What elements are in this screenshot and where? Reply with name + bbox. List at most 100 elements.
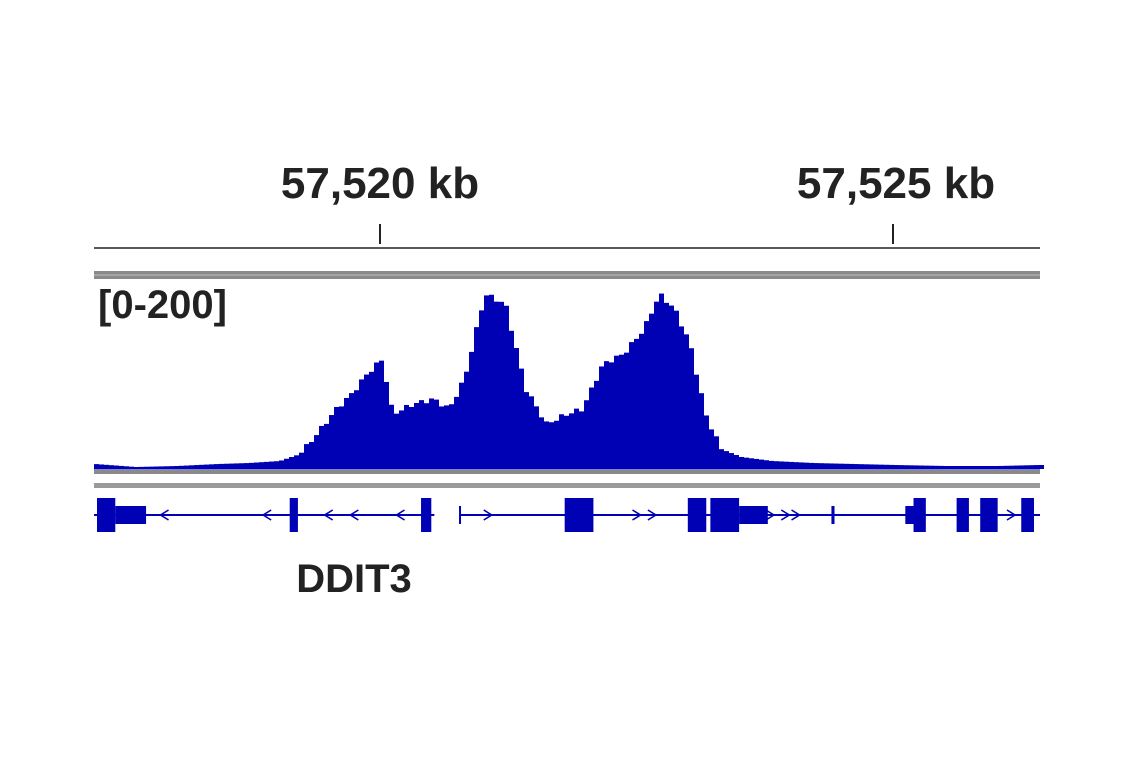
coverage-bar [499,301,504,469]
coverage-bar [424,403,429,469]
coverage-bar [299,452,304,469]
coverage-bar [794,462,799,469]
coverage-bar [509,330,514,469]
coverage-bar [744,457,749,469]
coverage-bar [859,464,864,469]
coverage-bar [444,405,449,469]
coverage-bar [544,421,549,469]
coverage-bar [769,460,774,469]
coverage-track [94,293,1044,470]
coverage-bar [389,404,394,469]
coverage-bar [684,334,689,469]
coverage-bar [439,406,444,469]
coverage-bar [554,420,559,469]
strand-arrow-right-icon [1006,509,1017,521]
coverage-bar [449,404,454,469]
coverage-bar [474,327,479,469]
gene-track [94,498,1040,532]
strand-arrow-left-icon [395,509,405,521]
exon-block [956,498,969,532]
coverage-bar [954,466,959,469]
coverage-bar [184,465,189,469]
coverage-bar [209,464,214,469]
coverage-bar [969,466,974,469]
coverage-bar [484,295,489,469]
coverage-bar [354,390,359,469]
coverage-bar [204,464,209,469]
coverage-bar [399,410,404,469]
coverage-bar [519,368,524,469]
coverage-bar [279,460,284,469]
track-range-label: [0-200] [98,283,227,327]
utr-block [905,506,914,524]
coverage-bar [414,403,419,469]
coverage-bar [594,380,599,469]
coverage-bar [349,393,354,469]
coverage-bar [599,366,604,469]
coverage-bar [984,466,989,469]
coverage-bar [729,453,734,469]
coverage-bar [959,466,964,469]
coverage-bar [489,294,494,469]
coverage-bar [359,379,364,469]
coverage-bar [539,417,544,469]
strand-arrow-right-icon [780,509,791,521]
coverage-bar [694,374,699,469]
coverage-bar [754,458,759,469]
coverage-bar [679,326,684,469]
coverage-bar [759,459,764,469]
coverage-bar [374,362,379,469]
exon-block [1021,498,1034,532]
coverage-bar [274,461,279,469]
coverage-bar [99,464,104,469]
coverage-bar [464,371,469,469]
strand-arrow-right-icon [632,509,643,521]
coverage-bar [579,411,584,469]
coverage-bar [669,305,674,469]
coverage-bar [604,361,609,469]
coverage-bar [159,466,164,469]
coverage-bar [479,310,484,469]
coverage-bar [114,465,119,469]
coverage-bar [364,374,369,469]
coverage-bar [344,397,349,469]
coverage-bar [234,463,239,469]
coverage-bar [419,400,424,469]
coverage-bar [809,462,814,469]
exon-block [687,498,707,532]
coverage-bar [139,466,144,469]
coverage-bar [294,455,299,469]
coverage-bar [629,342,634,469]
coverage-bar [264,461,269,469]
coverage-bar [329,415,334,469]
strand-arrow-left-icon [323,509,334,521]
coverage-bar [164,466,169,469]
coverage-bar [569,413,574,469]
coverage-bar [819,463,824,469]
coverage-bar [674,310,679,469]
coverage-bar [829,463,834,469]
coverage-bar [494,301,499,469]
coverage-bar [149,466,154,469]
coverage-bar [1004,465,1009,469]
strand-arrow-left-icon [159,509,169,521]
coverage-bar [814,463,819,469]
coverage-bar [919,465,924,469]
coverage-bar [119,465,124,469]
coverage-bar [459,382,464,469]
coverage-bar [429,398,434,469]
coverage-bar [434,399,439,469]
coverage-bar [259,462,264,469]
coverage-bar [214,464,219,469]
coverage-bar [319,425,324,469]
coverage-bar [934,465,939,469]
coverage-bar [774,461,779,469]
coverage-bar [379,360,384,469]
coverage-bar [704,415,709,469]
coverage-bar [884,464,889,469]
coverage-bar [659,293,664,469]
coverage-bar [624,352,629,469]
coverage-bar [324,423,329,469]
coverage-bar [1019,465,1024,469]
ruler-tick-label: 57,520 kb [281,159,479,208]
